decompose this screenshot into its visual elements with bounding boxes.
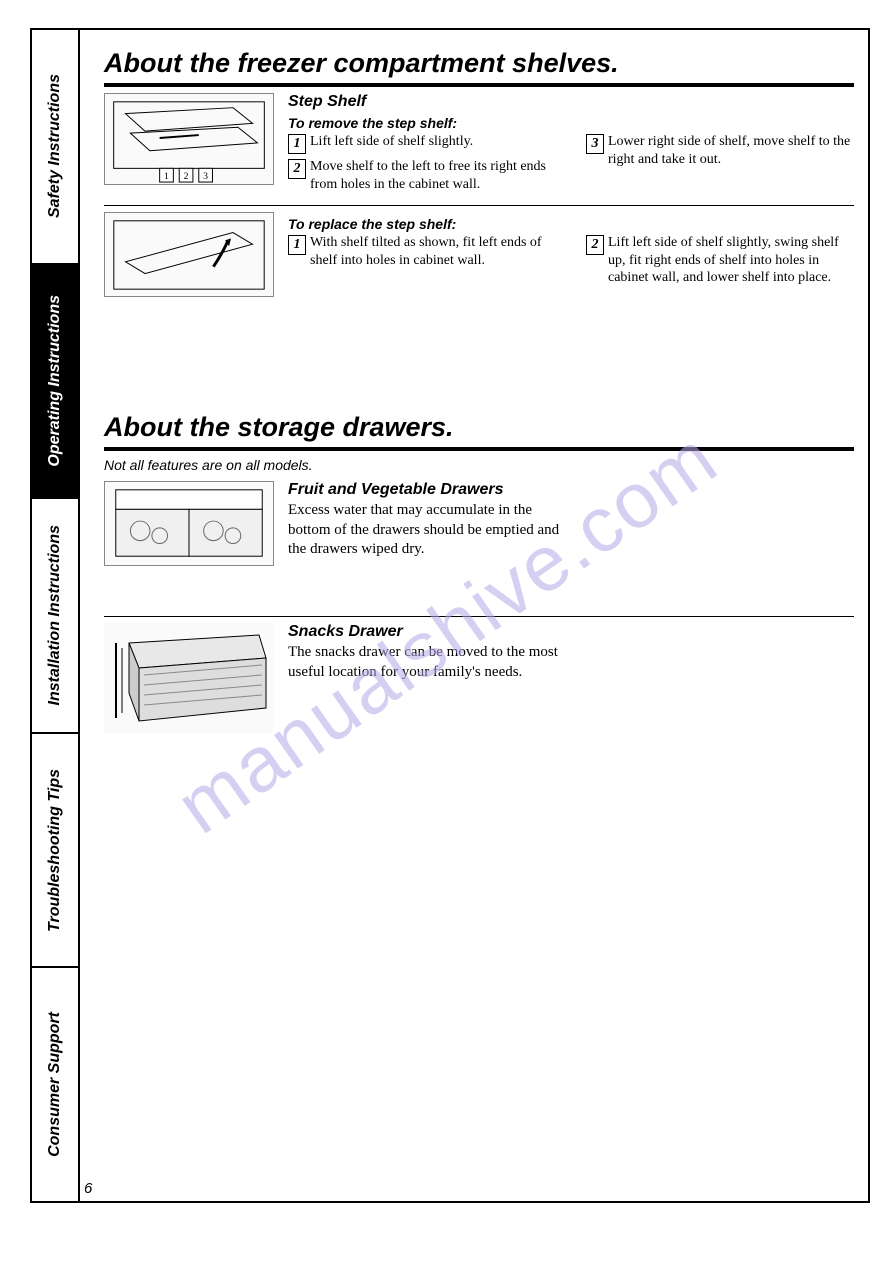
section2-title: About the storage drawers. bbox=[104, 412, 854, 443]
fruit-body: Excess water that may accumulate in the … bbox=[288, 501, 568, 560]
step-shelf-replace-section: To replace the step shelf: 1 With shelf … bbox=[104, 212, 854, 297]
illustration-fruit-drawers bbox=[104, 481, 274, 566]
section2-note: Not all features are on all models. bbox=[104, 457, 854, 473]
tab-consumer-support[interactable]: Consumer Support bbox=[32, 968, 78, 1201]
step-item: 3 Lower right side of shelf, move shelf … bbox=[586, 133, 854, 168]
svg-text:3: 3 bbox=[203, 171, 208, 182]
tab-installation[interactable]: Installation Instructions bbox=[32, 499, 78, 734]
tab-operating[interactable]: Operating Instructions bbox=[32, 265, 78, 500]
main-content: About the freezer compartment shelves. 1… bbox=[78, 28, 870, 1203]
thin-rule bbox=[104, 205, 854, 206]
fruit-heading: Fruit and Vegetable Drawers bbox=[288, 481, 854, 499]
tab-label: Operating Instructions bbox=[46, 295, 64, 467]
tab-label: Consumer Support bbox=[46, 1012, 64, 1157]
step-number: 3 bbox=[586, 134, 604, 154]
step-item: 2 Lift left side of shelf slightly, swin… bbox=[586, 234, 854, 287]
page-container: Safety Instructions Operating Instructio… bbox=[30, 28, 870, 1203]
illustration-snacks-drawer bbox=[104, 623, 274, 733]
remove-heading: To remove the step shelf: bbox=[288, 115, 854, 131]
step-text: Lower right side of shelf, move shelf to… bbox=[608, 133, 854, 168]
step-item: 1 With shelf tilted as shown, fit left e… bbox=[288, 234, 556, 269]
heavy-rule bbox=[104, 83, 854, 87]
step-number: 1 bbox=[288, 235, 306, 255]
step-text: Move shelf to the left to free its right… bbox=[310, 158, 556, 193]
step-number: 2 bbox=[586, 235, 604, 255]
thin-rule bbox=[104, 616, 854, 617]
sidebar-tabs: Safety Instructions Operating Instructio… bbox=[30, 28, 78, 1203]
step-text: Lift left side of shelf slightly, swing … bbox=[608, 234, 854, 287]
tab-label: Safety Instructions bbox=[46, 74, 64, 218]
illustration-shelf-remove: 1 2 3 bbox=[104, 93, 274, 185]
tab-label: Troubleshooting Tips bbox=[46, 769, 64, 932]
tab-troubleshooting[interactable]: Troubleshooting Tips bbox=[32, 734, 78, 969]
fruit-veg-section: Fruit and Vegetable Drawers Excess water… bbox=[104, 481, 854, 566]
snacks-section: Snacks Drawer The snacks drawer can be m… bbox=[104, 623, 854, 733]
tab-safety[interactable]: Safety Instructions bbox=[32, 30, 78, 265]
step-number: 2 bbox=[288, 159, 306, 179]
svg-text:2: 2 bbox=[184, 171, 189, 182]
svg-text:1: 1 bbox=[164, 171, 169, 182]
step-text: With shelf tilted as shown, fit left end… bbox=[310, 234, 556, 269]
replace-heading: To replace the step shelf: bbox=[288, 216, 854, 232]
snacks-body: The snacks drawer can be moved to the mo… bbox=[288, 643, 568, 682]
step-item: 2 Move shelf to the left to free its rig… bbox=[288, 158, 556, 193]
page-number: 6 bbox=[84, 1180, 92, 1197]
step-shelf-remove-section: 1 2 3 Step Shelf To remove the step shel… bbox=[104, 93, 854, 197]
step-shelf-heading: Step Shelf bbox=[288, 93, 854, 111]
snacks-heading: Snacks Drawer bbox=[288, 623, 854, 641]
tab-label: Installation Instructions bbox=[46, 525, 64, 705]
step-item: 1 Lift left side of shelf slightly. bbox=[288, 133, 556, 154]
illustration-shelf-replace bbox=[104, 212, 274, 297]
step-text: Lift left side of shelf slightly. bbox=[310, 133, 473, 151]
heavy-rule bbox=[104, 447, 854, 451]
section1-title: About the freezer compartment shelves. bbox=[104, 48, 854, 79]
step-number: 1 bbox=[288, 134, 306, 154]
